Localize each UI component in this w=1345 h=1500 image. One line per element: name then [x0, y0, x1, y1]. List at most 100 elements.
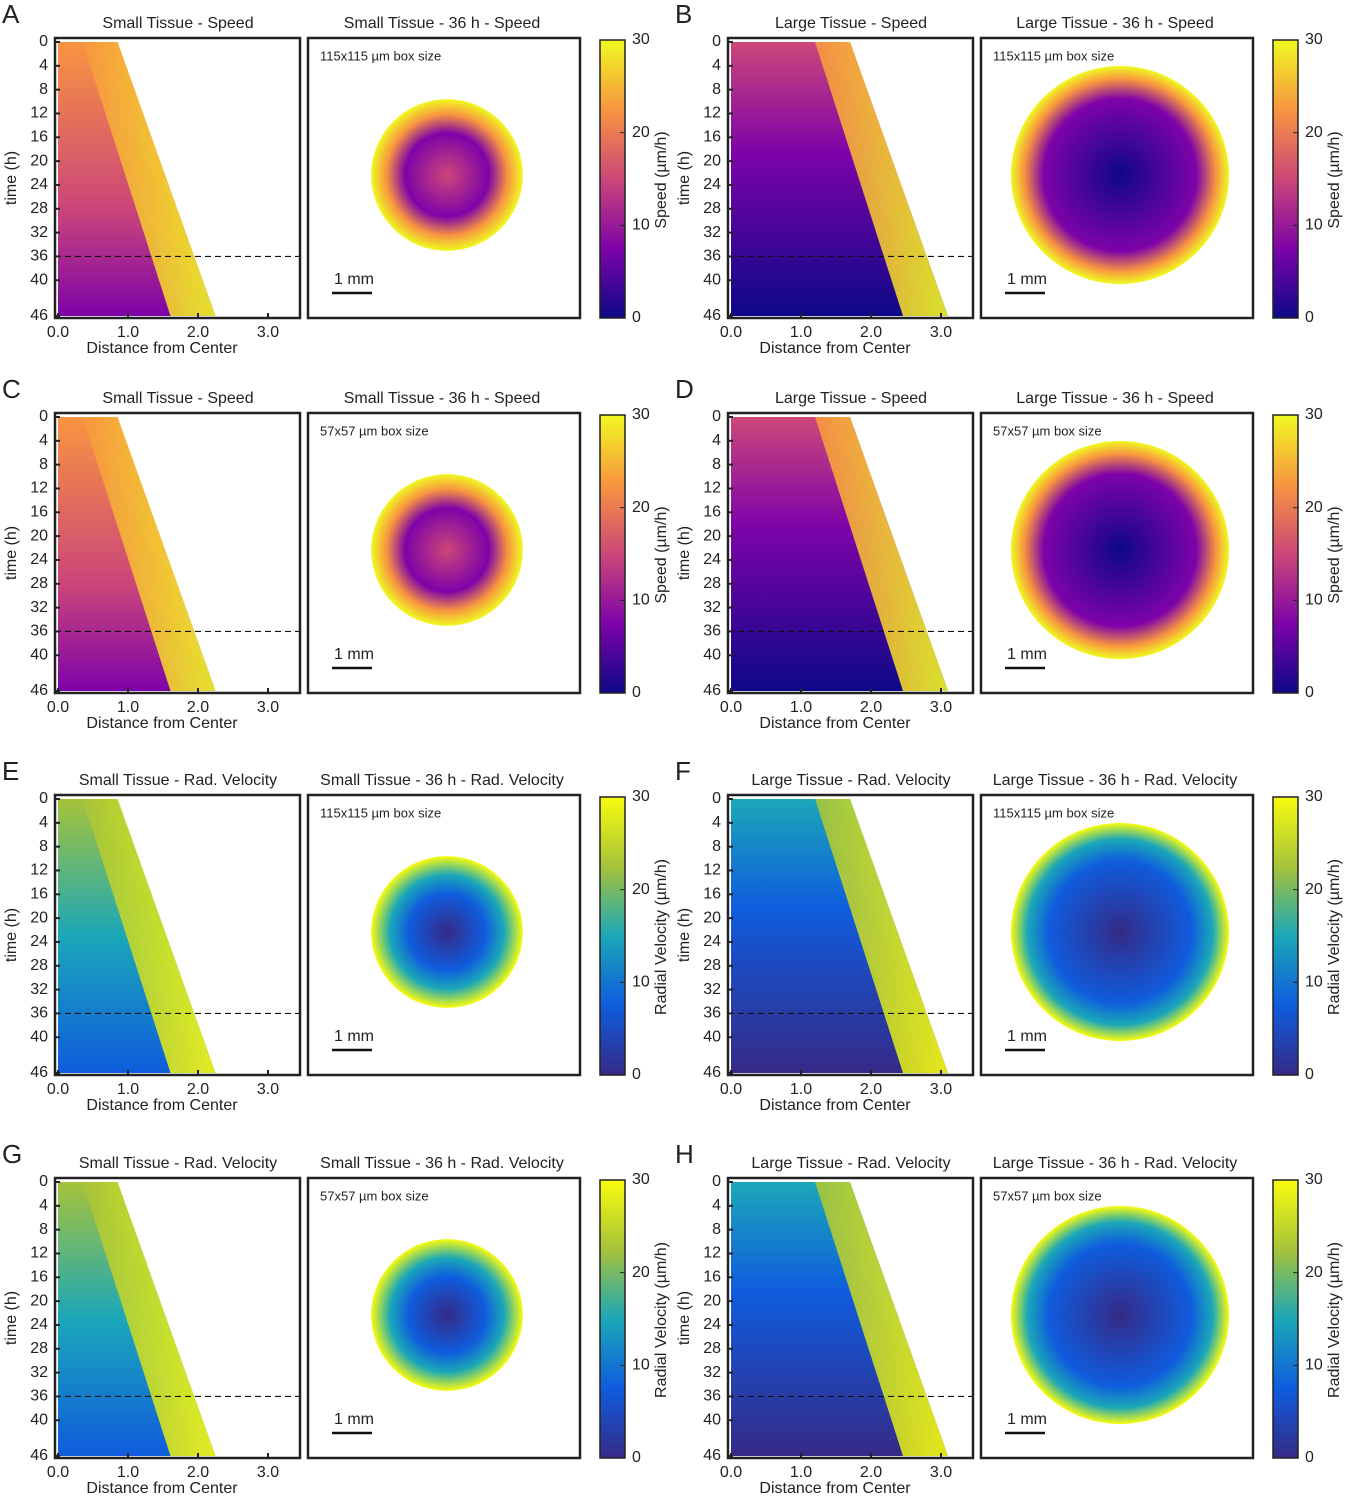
- x-axis-label: Distance from Center: [86, 1480, 238, 1497]
- colorbar: [1272, 39, 1299, 319]
- y-tick-label: 24: [703, 933, 721, 950]
- x-tick-label: 0.0: [720, 1081, 742, 1098]
- kymograph-frame: [726, 36, 975, 320]
- colorbar-tick-label: 0: [1305, 309, 1314, 326]
- kymograph-front: [82, 417, 216, 691]
- y-tick-label: 28: [30, 575, 48, 592]
- y-tick-label: 28: [30, 1340, 48, 1357]
- y-tick-label: 32: [703, 1364, 721, 1381]
- colorbar-tick-label: 0: [1305, 1066, 1314, 1083]
- y-tick-label: 36: [703, 248, 721, 265]
- map-title: Large Tissue - 36 h - Rad. Velocity: [993, 1155, 1238, 1172]
- box-size-label: 115x115 µm box size: [993, 805, 1114, 820]
- y-tick-label: 24: [703, 176, 721, 193]
- colorbar-tick-label: 0: [632, 309, 641, 326]
- panel-letter: A: [2, 0, 20, 29]
- y-tick-label: 4: [39, 57, 48, 74]
- colorbar-tick-label: 10: [1305, 1357, 1323, 1374]
- colorbar-tick-label: 10: [1305, 974, 1323, 991]
- y-tick-label: 8: [39, 838, 48, 855]
- y-tick-label: 16: [703, 129, 721, 146]
- panel: H Large Tissue - Rad. Velocity 0 4 8 12 16 20 24…: [675, 1139, 1343, 1497]
- y-axis-label: time (h): [3, 151, 20, 205]
- kymograph-title: Small Tissue - Speed: [102, 15, 253, 32]
- x-tick-label: 3.0: [930, 699, 952, 716]
- y-tick-label: 8: [712, 456, 721, 473]
- panel-letter: C: [2, 374, 21, 404]
- y-tick-label: 36: [30, 623, 48, 640]
- colorbar-tick-label: 20: [1305, 881, 1323, 898]
- y-axis-label: time (h): [3, 1291, 20, 1345]
- colorbar-label: Speed (µm/h): [1326, 131, 1343, 228]
- colorbar-tick-label: 10: [632, 217, 650, 234]
- y-axis-label: time (h): [676, 151, 693, 205]
- y-tick-label: 24: [703, 551, 721, 568]
- box-size-label: 57x57 µm box size: [993, 1188, 1102, 1203]
- x-tick-label: 2.0: [860, 1081, 882, 1098]
- x-tick-label: 0.0: [47, 699, 69, 716]
- x-tick-label: 3.0: [930, 1081, 952, 1098]
- y-tick-label: 36: [30, 1388, 48, 1405]
- y-tick-label: 4: [39, 1197, 48, 1214]
- y-axis-label: time (h): [676, 526, 693, 580]
- colorbar-tick-label: 30: [1305, 1171, 1323, 1188]
- y-axis-label: time (h): [3, 908, 20, 962]
- colorbar-tick-label: 20: [632, 1264, 650, 1281]
- map-title: Small Tissue - 36 h - Rad. Velocity: [320, 772, 564, 789]
- kymograph-front: [82, 799, 216, 1073]
- y-tick-label: 28: [703, 575, 721, 592]
- scale-bar-label: 1 mm: [334, 646, 374, 663]
- panel: D Large Tissue - Speed 0 4 8 12 16 20 24 28 32 36 40…: [675, 374, 1343, 732]
- scale-bar-label: 1 mm: [1007, 1028, 1047, 1045]
- y-tick-label: 16: [30, 886, 48, 903]
- kymograph-front: [82, 1182, 216, 1456]
- y-tick-label: 40: [703, 646, 721, 663]
- y-tick-label: 12: [703, 480, 721, 497]
- y-tick-label: 12: [30, 1245, 48, 1262]
- y-tick-label: 46: [30, 307, 48, 324]
- map-title: Small Tissue - 36 h - Rad. Velocity: [320, 1155, 564, 1172]
- y-tick-label: 36: [703, 623, 721, 640]
- colorbar-label: Radial Velocity (µm/h): [1326, 1242, 1343, 1398]
- kymograph-front: [815, 42, 948, 316]
- x-tick-label: 1.0: [117, 1464, 139, 1481]
- kymograph-frame: [726, 793, 975, 1077]
- kymograph-frame: [53, 1176, 302, 1460]
- panel: B Large Tissue - Speed 0 4 8 12 16 20 24 28 32 36 40…: [675, 0, 1343, 357]
- colorbar-tick-label: 20: [1305, 124, 1323, 141]
- tissue-map: [1010, 440, 1230, 660]
- box-size-label: 115x115 µm box size: [320, 48, 441, 63]
- colorbar-label: Speed (µm/h): [1326, 506, 1343, 603]
- y-tick-label: 4: [712, 57, 721, 74]
- y-tick-label: 28: [703, 200, 721, 217]
- y-tick-label: 0: [39, 790, 48, 807]
- y-tick-label: 28: [703, 957, 721, 974]
- colorbar: [599, 414, 626, 694]
- kymograph-frame: [53, 793, 302, 1077]
- kymograph-frame: [726, 1176, 975, 1460]
- y-tick-label: 8: [712, 838, 721, 855]
- x-tick-label: 1.0: [790, 699, 812, 716]
- x-tick-label: 1.0: [117, 699, 139, 716]
- x-tick-label: 1.0: [790, 324, 812, 341]
- scale-bar-label: 1 mm: [334, 1028, 374, 1045]
- y-axis-label: time (h): [676, 908, 693, 962]
- colorbar-tick-label: 10: [632, 1357, 650, 1374]
- tissue-map: [371, 474, 523, 626]
- x-tick-label: 2.0: [187, 1081, 209, 1098]
- map-title: Small Tissue - 36 h - Speed: [344, 15, 541, 32]
- y-tick-label: 32: [30, 224, 48, 241]
- colorbar-tick-label: 30: [1305, 406, 1323, 423]
- colorbar: [1272, 796, 1299, 1076]
- y-tick-label: 40: [30, 646, 48, 663]
- y-tick-label: 20: [30, 909, 48, 926]
- x-tick-label: 2.0: [187, 324, 209, 341]
- kymograph-frame: [726, 411, 975, 695]
- colorbar-label: Speed (µm/h): [653, 131, 670, 228]
- scale-bar-label: 1 mm: [334, 271, 374, 288]
- panel: E Small Tissue - Rad. Velocity 0 4 8 12 16 20 24…: [2, 756, 670, 1114]
- map-title: Large Tissue - 36 h - Speed: [1016, 390, 1213, 407]
- y-tick-label: 16: [703, 504, 721, 521]
- y-tick-label: 16: [703, 886, 721, 903]
